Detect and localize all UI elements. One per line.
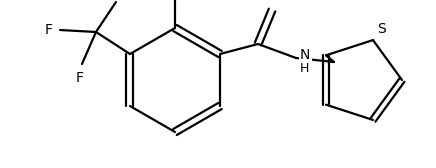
Text: S: S — [377, 22, 386, 36]
Text: F: F — [76, 71, 84, 85]
Text: F: F — [45, 23, 53, 37]
Text: N: N — [300, 48, 310, 62]
Text: O: O — [269, 0, 279, 2]
Text: H: H — [300, 61, 310, 74]
